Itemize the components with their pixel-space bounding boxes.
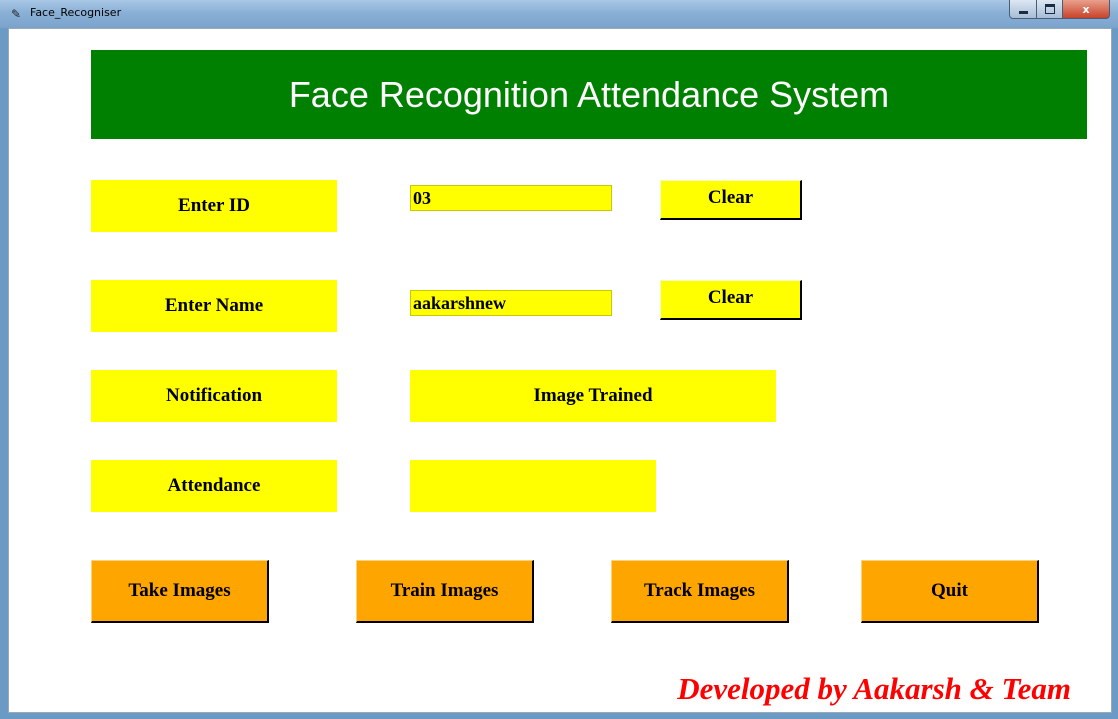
train-images-button[interactable]: Train Images (356, 560, 534, 623)
enter-name-label: Enter Name (91, 280, 337, 332)
minimize-icon (1018, 10, 1028, 14)
close-button[interactable]: x (1063, 0, 1110, 19)
window-title: Face_Recogniser (30, 6, 122, 19)
developer-credit: Developed by Aakarsh & Team (677, 671, 1071, 706)
header-banner: Face Recognition Attendance System (91, 50, 1087, 139)
attendance-label: Attendance (91, 460, 337, 512)
window-controls: x (1009, 0, 1110, 19)
quit-button[interactable]: Quit (861, 560, 1039, 623)
feather-icon: ✎ (11, 7, 22, 21)
take-images-button[interactable]: Take Images (91, 560, 269, 623)
clear-id-button[interactable]: Clear (660, 180, 802, 220)
notification-label: Notification (91, 370, 337, 422)
minimize-button[interactable] (1009, 0, 1037, 19)
attendance-output (410, 460, 656, 512)
window-titlebar[interactable]: ✎ Face_Recogniser x (0, 0, 1118, 28)
enter-id-label: Enter ID (91, 180, 337, 232)
name-input[interactable] (410, 290, 612, 316)
close-icon: x (1082, 2, 1090, 16)
page-title: Face Recognition Attendance System (288, 73, 890, 115)
track-images-button[interactable]: Track Images (611, 560, 789, 623)
maximize-button[interactable] (1037, 0, 1063, 19)
clear-name-button[interactable]: Clear (660, 280, 802, 320)
id-input[interactable] (410, 185, 612, 211)
notification-message: Image Trained (410, 370, 776, 422)
maximize-icon (1044, 4, 1055, 14)
app-window-content: Face Recognition Attendance System Enter… (8, 28, 1112, 713)
